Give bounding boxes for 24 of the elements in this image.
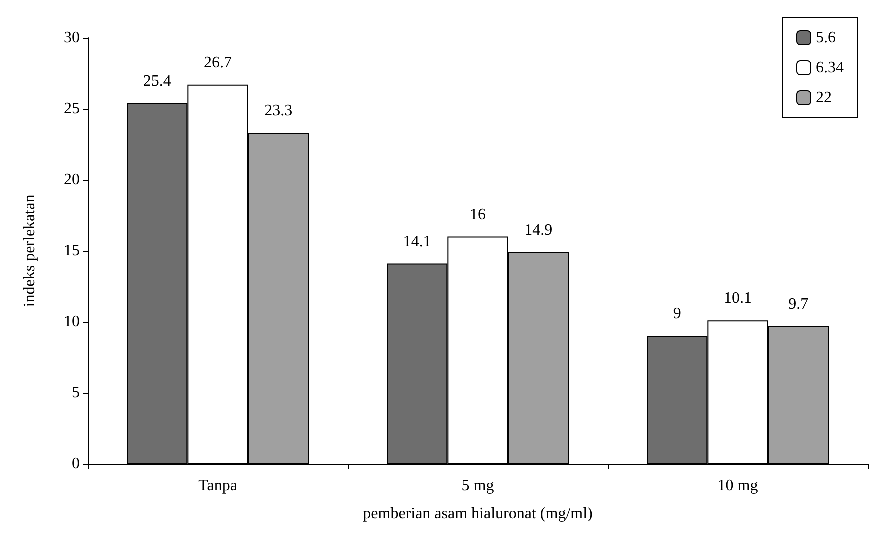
x-axis-title: pemberian asam hialuronat (mg/ml) <box>363 506 593 522</box>
legend-label: 6.34 <box>816 60 844 76</box>
data-label: 16 <box>470 206 486 224</box>
data-label: 14.1 <box>403 233 432 250</box>
x-tick-label: 10 mg <box>718 478 758 494</box>
data-label: 10.1 <box>724 290 752 308</box>
y-tick-label: 20 <box>64 172 80 188</box>
legend-label: 22 <box>816 90 832 106</box>
data-label: 25.4 <box>143 72 172 90</box>
y-tick-label: 0 <box>72 456 80 472</box>
data-label: 14.9 <box>524 222 553 239</box>
x-tick-label: 5 mg <box>462 478 494 494</box>
data-label: 9 <box>673 306 682 323</box>
legend-label: 5.6 <box>816 30 836 46</box>
data-label: 9.7 <box>788 296 809 313</box>
data-label: 26.7 <box>204 54 232 72</box>
y-tick-label: 25 <box>64 100 80 118</box>
data-label: 23.3 <box>264 102 293 120</box>
x-tick-label: Tanpa <box>198 478 238 494</box>
y-tick-label: 10 <box>64 314 80 330</box>
y-tick-label: 15 <box>64 242 80 260</box>
y-tick-label: 30 <box>64 30 80 46</box>
y-tick-label: 5 <box>72 384 80 402</box>
y-axis-title: indeks perlekatan <box>22 194 38 308</box>
